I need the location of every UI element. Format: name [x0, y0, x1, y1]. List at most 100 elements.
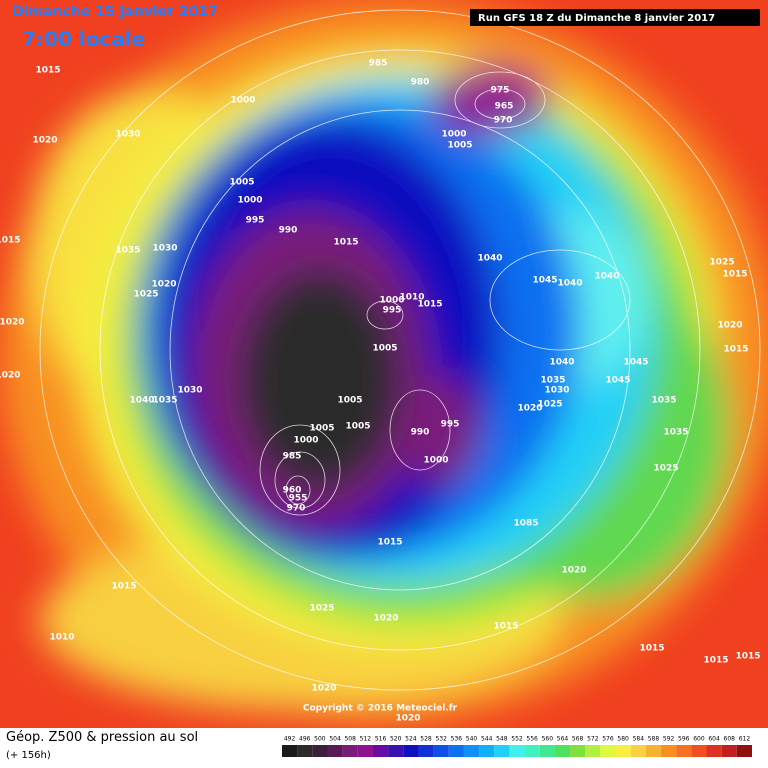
isobar-label: 1045	[605, 376, 630, 386]
isobar-label: 1040	[129, 396, 154, 406]
isobar-label: 1020	[0, 371, 21, 381]
colorbar-swatch	[554, 745, 571, 757]
isobar-label: 1005	[309, 424, 334, 434]
colorbar-label: 556	[526, 736, 538, 743]
colorbar-label: 544	[481, 736, 493, 743]
isobar-label: 1005	[447, 141, 472, 151]
colorbar-label: 572	[587, 736, 599, 743]
colorbar: 492 496 500 504 508 512 516 520 524 528 532 536 540 5…	[282, 736, 752, 757]
isobar-label: 1020	[373, 614, 398, 624]
colorbar-swatch	[676, 745, 692, 757]
isobar-label: 1000	[441, 130, 466, 140]
colorbar-swatch	[630, 745, 646, 757]
colorbar-swatch	[448, 745, 464, 757]
isobar-label: 1020	[32, 136, 57, 146]
colorbar-label: 548	[496, 736, 508, 743]
isobar-label: 970	[287, 504, 306, 514]
isobar-label: 1010	[49, 633, 74, 643]
isobar-label: 1020	[0, 318, 25, 328]
colorbar-label: 500	[314, 736, 326, 743]
colorbar-label: 584	[633, 736, 645, 743]
colorbar-swatch	[585, 745, 601, 757]
isobars	[39, 9, 761, 691]
colorbar-label: 560	[542, 736, 554, 743]
colorbar-label: 600	[693, 736, 705, 743]
colorbar-label: 580	[617, 736, 629, 743]
isobar-label: 995	[441, 420, 460, 430]
isobar-label: 1015	[111, 582, 136, 592]
colorbar-swatch	[570, 745, 586, 757]
colorbar-label: 532	[435, 736, 447, 743]
isobar-label: 1000	[293, 436, 318, 446]
isobar-label: 1000	[237, 196, 262, 206]
forecast-date: Dimanche 15 janvier 2017	[12, 4, 218, 20]
colorbar-swatch	[479, 745, 495, 757]
isobar-label: 970	[494, 116, 513, 126]
isobar-label: 1035	[663, 428, 688, 438]
isobar-label: 990	[411, 428, 430, 438]
isobar-label: 995	[383, 306, 402, 316]
colorbar-swatch	[388, 745, 404, 757]
isobar-label: 1085	[513, 519, 538, 529]
isobar-label: 1015	[723, 345, 748, 355]
isobar-label: 1035	[115, 246, 140, 256]
isobar-label: 995	[246, 216, 265, 226]
colorbar-swatch	[342, 745, 358, 757]
colorbar-label: 568	[572, 736, 584, 743]
colorbar-swatch	[312, 745, 328, 757]
isobar-label: 1020	[395, 714, 420, 724]
isobar-label: 1005	[345, 422, 370, 432]
colorbar-swatch	[433, 745, 449, 757]
colorbar-swatch	[297, 745, 313, 757]
geopotential-field	[0, 0, 768, 728]
isobar-label: 1015	[735, 652, 760, 662]
colorbar-label: 516	[375, 736, 387, 743]
isobar-label: 1020	[311, 684, 336, 694]
colorbar-label: 536	[451, 736, 463, 743]
isobar-label: 1025	[537, 400, 562, 410]
isobar-label: 990	[279, 226, 298, 236]
isobar-label: 1040	[549, 358, 574, 368]
isobar-label: 1005	[229, 178, 254, 188]
colorbar-swatch	[721, 745, 737, 757]
isobar-label: 1020	[717, 321, 742, 331]
colorbar-label: 540	[466, 736, 478, 743]
colorbar-label: 604	[708, 736, 720, 743]
isobar-label: 1020	[151, 280, 176, 290]
run-box	[470, 9, 760, 26]
colorbar-label: 588	[648, 736, 660, 743]
colorbar-swatch	[600, 745, 616, 757]
colorbar-label: 492	[284, 736, 296, 743]
isobar-label: 955	[289, 494, 308, 504]
isobar-label: 1000	[423, 456, 448, 466]
isobar-label: 1015	[639, 644, 664, 654]
isobar-label: 1040	[477, 254, 502, 264]
isobar-label: 1035	[651, 396, 676, 406]
colorbar-swatch	[327, 745, 343, 757]
colorbar-label: 592	[663, 736, 675, 743]
colorbar-label: 552	[511, 736, 523, 743]
isobar-label: 1015	[417, 300, 442, 310]
colorbar-label: 576	[602, 736, 614, 743]
colorbar-label: 596	[678, 736, 690, 743]
colorbar-swatch	[736, 745, 752, 757]
isobar-label: 965	[495, 102, 514, 112]
isobar-label: 1010	[399, 293, 424, 303]
colorbar-label: 504	[329, 736, 341, 743]
colorbar-swatch	[691, 745, 707, 757]
isobar-label: 1040	[594, 272, 619, 282]
isobar-label: 1015	[333, 238, 358, 248]
colorbar-swatch	[706, 745, 722, 757]
colorbar-label: 520	[390, 736, 402, 743]
colorbar-swatch	[539, 745, 555, 757]
colorbar-swatch	[357, 745, 373, 757]
colorbar-swatch	[661, 745, 677, 757]
footer-title: Géop. Z500 & pression au sol	[6, 730, 198, 745]
colorbar-label: 508	[344, 736, 356, 743]
colorbar-label: 512	[360, 736, 372, 743]
colorbar-swatch	[463, 745, 480, 757]
colorbar-swatch	[282, 745, 298, 757]
colorbar-swatch	[372, 745, 389, 757]
isobar-label: 1000	[230, 96, 255, 106]
isobar-label: 1030	[544, 386, 569, 396]
